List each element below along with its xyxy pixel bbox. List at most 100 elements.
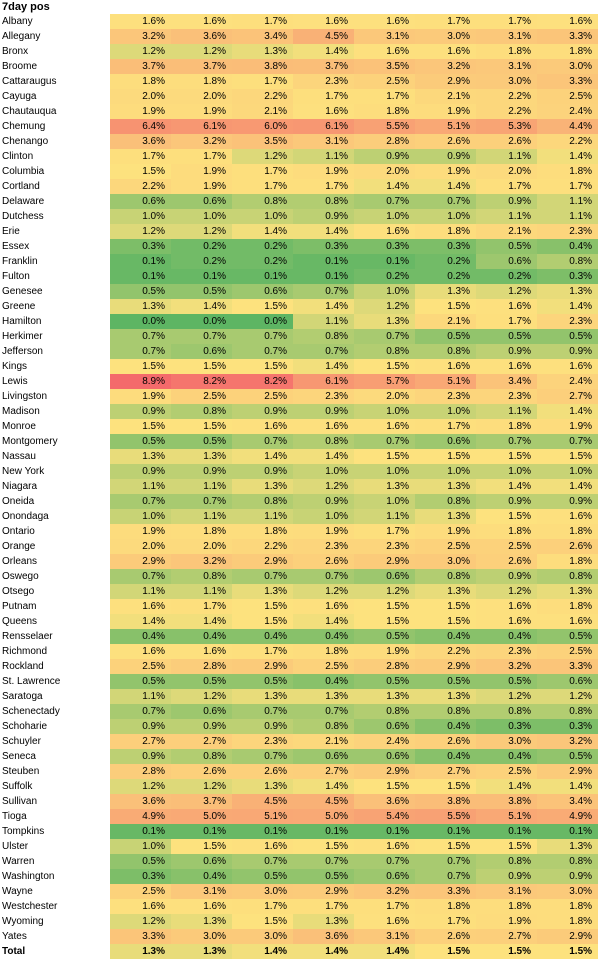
heatmap-cell: 1.3% (232, 689, 293, 704)
heatmap-cell: 3.1% (476, 29, 537, 44)
table-row: Onondaga 1.0% 1.1% 1.1% 1.0% 1.1% 1.3% 1.5% 1.6% (0, 509, 599, 524)
heatmap-cell: 0.5% (354, 674, 415, 689)
table-row: Suffolk 1.2% 1.2% 1.3% 1.4% 1.5% 1.5% 1.4% 1.4% (0, 779, 599, 794)
heatmap-cell: 0.5% (537, 749, 599, 764)
heatmap-cell: 5.0% (293, 809, 354, 824)
county-label: Genesee (2, 286, 43, 297)
heatmap-cell: 1.2% (476, 584, 537, 599)
heatmap-cell: 3.8% (415, 794, 476, 809)
heatmap-cell: 3.7% (110, 59, 171, 74)
heatmap-cell: 0.5% (293, 869, 354, 884)
heatmap-cell: 1.9% (171, 104, 232, 119)
heatmap-cell: 3.7% (293, 59, 354, 74)
heatmap-cell: 0.6% (537, 674, 599, 689)
heatmap-cell: 3.0% (415, 29, 476, 44)
county-label: Steuben (2, 766, 40, 777)
county-label: Cortland (2, 181, 40, 192)
heatmap-cell: 3.2% (537, 734, 599, 749)
heatmap-cell: 0.9% (232, 464, 293, 479)
heatmap-cell: 0.9% (171, 464, 232, 479)
county-label: Westchester (2, 901, 58, 912)
heatmap-cell: 1.5% (171, 419, 232, 434)
heatmap-cell: 3.3% (537, 659, 599, 674)
heatmap-cell: 2.0% (110, 539, 171, 554)
heatmap-cell: 0.5% (354, 629, 415, 644)
heatmap-cell: 1.2% (171, 224, 232, 239)
table-row: Niagara 1.1% 1.1% 1.3% 1.2% 1.3% 1.3% 1.4% 1.4% (0, 479, 599, 494)
heatmap-cell: 3.2% (110, 29, 171, 44)
heatmap-cell: 0.8% (171, 404, 232, 419)
heatmap-cell: 0.7% (354, 329, 415, 344)
heatmap-cell: 1.5% (354, 449, 415, 464)
heatmap-cell: 1.2% (537, 689, 599, 704)
heatmap-cell: 1.8% (171, 74, 232, 89)
heatmap-cell: 1.9% (537, 419, 599, 434)
heatmap-cell: 1.4% (537, 299, 599, 314)
heatmap-cell: 1.8% (476, 419, 537, 434)
heatmap-cell: 0.7% (232, 854, 293, 869)
heatmap-cell: 1.5% (232, 599, 293, 614)
table-row: Wayne 2.5% 3.1% 3.0% 2.9% 3.2% 3.3% 3.1% 3.0% (0, 884, 599, 899)
heatmap-cell: 1.6% (293, 104, 354, 119)
county-label: Essex (2, 241, 30, 252)
heatmap-cell: 2.3% (293, 389, 354, 404)
county-label: Warren (2, 856, 35, 867)
heatmap-cell: 2.1% (293, 734, 354, 749)
heatmap-cell: 0.8% (171, 749, 232, 764)
heatmap-cell: 3.8% (232, 59, 293, 74)
county-label: Ulster (2, 841, 29, 852)
heatmap-cell: 1.3% (232, 779, 293, 794)
heatmap-cell: 5.5% (354, 119, 415, 134)
heatmap-cell: 3.1% (293, 134, 354, 149)
heatmap-cell: 6.1% (293, 374, 354, 389)
heatmap-cell: 0.4% (293, 674, 354, 689)
table-row: Nassau 1.3% 1.3% 1.4% 1.4% 1.5% 1.5% 1.5% 1.5% (0, 449, 599, 464)
heatmap-cell: 1.0% (110, 509, 171, 524)
heatmap-cell: 2.4% (354, 734, 415, 749)
heatmap-cell: 0.9% (110, 749, 171, 764)
heatmap-cell: 0.8% (537, 254, 599, 269)
heatmap-cell: 1.8% (537, 44, 599, 59)
heatmap-cell: 1.6% (110, 899, 171, 914)
table-row: Cayuga 2.0% 2.0% 2.2% 1.7% 1.7% 2.1% 2.2% 2.5% (0, 89, 599, 104)
heatmap-cell: 0.6% (415, 434, 476, 449)
heatmap-cell: 1.8% (537, 554, 599, 569)
heatmap-cell: 2.5% (354, 74, 415, 89)
heatmap-cell: 1.1% (293, 314, 354, 329)
heatmap-cell: 1.8% (476, 524, 537, 539)
heatmap-cell: 0.9% (110, 404, 171, 419)
heatmap-cell: 0.6% (171, 854, 232, 869)
heatmap-cell: 2.2% (415, 644, 476, 659)
table-row: Hamilton 0.0% 0.0% 0.0% 1.1% 1.3% 2.1% 1.7% 2.3% (0, 314, 599, 329)
heatmap-cell: 1.8% (415, 899, 476, 914)
heatmap-cell: 2.6% (171, 764, 232, 779)
heatmap-cell: 1.6% (476, 359, 537, 374)
heatmap-cell: 1.7% (354, 524, 415, 539)
heatmap-cell: 0.8% (537, 854, 599, 869)
county-label: Yates (2, 931, 27, 942)
heatmap-cell: 1.9% (415, 104, 476, 119)
table-row: Ulster 1.0% 1.5% 1.6% 1.5% 1.6% 1.5% 1.5% 1.3% (0, 839, 599, 854)
heatmap-cell: 1.0% (232, 209, 293, 224)
table-row: Greene 1.3% 1.4% 1.5% 1.4% 1.2% 1.5% 1.6% 1.4% (0, 299, 599, 314)
heatmap-cell: 0.9% (476, 869, 537, 884)
heatmap-cell: 1.9% (110, 389, 171, 404)
table-row: Clinton 1.7% 1.7% 1.2% 1.1% 0.9% 0.9% 1.1% 1.4% (0, 149, 599, 164)
total-label: Total (2, 946, 26, 957)
table-row: Tioga 4.9% 5.0% 5.1% 5.0% 5.4% 5.5% 5.1% 4.9% (0, 809, 599, 824)
heatmap-cell: 1.8% (476, 899, 537, 914)
table-row: Oneida 0.7% 0.7% 0.8% 0.9% 1.0% 0.8% 0.9% 0.9% (0, 494, 599, 509)
heatmap-cell: 1.7% (476, 179, 537, 194)
county-label: Greene (2, 301, 36, 312)
total-cell: 1.4% (354, 944, 415, 959)
county-label: St. Lawrence (2, 676, 61, 687)
heatmap-cell: 1.4% (293, 449, 354, 464)
heatmap-cell: 0.5% (232, 869, 293, 884)
heatmap-cell: 2.7% (415, 764, 476, 779)
heatmap-cell: 3.5% (354, 59, 415, 74)
heatmap-cell: 2.4% (537, 104, 599, 119)
heatmap-cell: 1.7% (293, 899, 354, 914)
heatmap-cell: 1.6% (537, 614, 599, 629)
heatmap-cell: 2.5% (232, 389, 293, 404)
heatmap-cell: 0.1% (354, 254, 415, 269)
